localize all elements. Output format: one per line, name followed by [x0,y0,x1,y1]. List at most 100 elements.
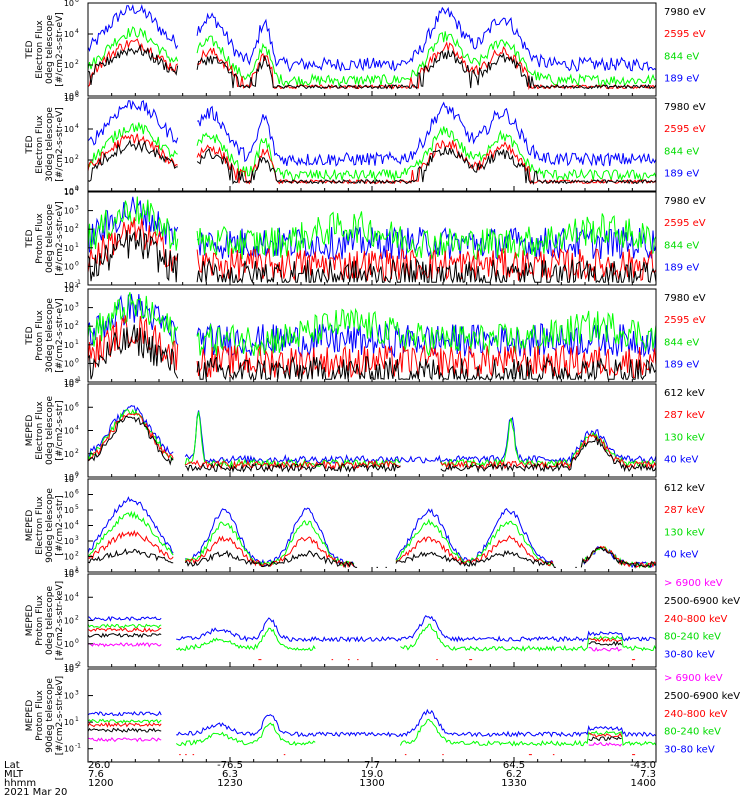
legend-entry: 130 keV [664,527,705,538]
y-axis-label: TED Electron Flux 0deg telescope [#/cm2-s-s… [25,12,65,87]
y-tick-exponent: 0 [75,471,79,478]
y-tick-label: 10 [64,244,74,253]
legend-entry: 7980 eV [664,293,706,304]
y-axis-label-line: 0deg telescope [45,396,55,466]
y-tick-exponent: 6 [75,568,79,575]
legend-entry: 2595 eV [664,218,706,229]
y-tick-exponent: 2 [75,448,79,455]
series-1-189-eV [87,3,657,73]
y-tick-exponent: 4 [75,591,79,598]
y-tick-label: 10 [64,187,74,196]
y-tick-label: 10 [64,304,74,313]
y-tick-label: 10 [64,427,74,436]
legend-entry: 287 keV [664,410,705,421]
y-tick-exponent: 0 [75,90,79,97]
y-tick-label: 10 [64,745,74,754]
y-tick-exponent: 4 [75,186,79,193]
y-tick-exponent: 2 [75,320,79,327]
legend-entry: 240-800 keV [664,614,728,625]
y-axis-label-line: [#/cm2-s-str-keV] [55,581,65,660]
time-axis-hhmm: 1200 [88,778,113,789]
y-tick-exponent: 1 [75,242,79,249]
y-tick-exponent: 6 [75,0,79,4]
time-axis-lat: 26.0 [88,760,110,771]
y-tick-label: 10 [64,378,74,387]
y-tick-exponent: 5 [75,504,79,511]
y-axis-label-line: 30deg telescope [45,298,55,373]
y-axis-label-line: 0deg telescope [45,15,55,85]
y-tick-label: 10 [64,380,74,389]
y-tick-label: 10 [64,537,74,546]
y-axis-label-line: 90deg telescope [45,488,55,563]
series-5-612-keV [87,415,657,473]
y-tick-label: 10 [64,0,74,8]
legend-entry: 2595 eV [664,315,706,326]
legend-entry: 80-240 keV [664,632,721,643]
y-axis-label-line: [#/cm2-s-str] [55,495,65,555]
y-tick-label: 10 [64,281,74,290]
y-tick-label: 10 [64,553,74,562]
time-axis-row-label: Lat [4,760,20,771]
time-axis-hhmm: 1230 [217,778,242,789]
legend-entry: 189 eV [664,359,699,370]
y-tick-label: 10 [64,450,74,459]
legend-entry: 7980 eV [664,102,706,113]
y-axis-label-line: Proton Flux [35,595,45,646]
series-7--6900-keV [87,641,622,652]
y-tick-label: 10 [64,156,74,165]
y-tick-exponent: 1 [75,566,79,573]
y-tick-label: 10 [64,92,74,101]
y-tick-exponent: 4 [75,28,79,35]
y-tick-label: 10 [64,473,74,482]
legend-entry: 2500-6900 keV [664,691,740,702]
series-4-844-eV [87,292,657,358]
legend-entry: 189 eV [664,73,699,84]
y-axis-label-line: [#/cm2-s-str-eV] [55,201,65,276]
y-axis-label-line: [#/cm2-s-str-keV] [55,676,65,755]
time-axis-mlt: 6.2 [506,769,522,780]
y-tick-label: 10 [64,30,74,39]
legend-entry: 240-800 keV [664,709,728,720]
y-axis-label-line: 30deg telescope [45,107,55,182]
time-axis-row-label: MLT [4,769,24,780]
legend-entry: 40 keV [664,549,698,560]
y-tick-exponent: 0 [75,638,79,645]
y-tick-label: 10 [64,285,74,294]
legend-entry: > 6900 keV [664,673,723,684]
legend-entry: 2500-6900 keV [664,596,740,607]
time-axis-lat: -76.5 [217,760,243,771]
y-tick-label: 10 [64,506,74,515]
y-tick-exponent: 6 [75,401,79,408]
y-tick-exponent: 2 [75,615,79,622]
y-axis-label: MEPED Electron Flux 0deg telescope [#/cm2-s… [25,396,65,466]
y-axis-label-line: [#/cm2-s-str-eV] [55,298,65,373]
time-axis-mlt: 6.3 [222,769,238,780]
series-3-189-eV [87,196,657,261]
y-tick-exponent: 1 [75,716,79,723]
legend-entry: 80-240 keV [664,727,721,738]
legend-entry: 612 keV [664,388,705,399]
y-axis-label-line: Electron Flux [35,401,45,460]
series-7-2500-6900-keV [87,632,622,647]
y-tick-label: 10 [64,262,74,271]
legend-entry: 844 eV [664,337,699,348]
y-tick-label: 10 [64,692,74,701]
time-axis-hhmm: 1330 [501,778,526,789]
y-tick-exponent: 0 [75,357,79,364]
y-tick-label: 10 [64,665,74,674]
y-axis-label-line: Electron Flux [35,20,45,79]
y-tick-exponent: -1 [75,376,81,383]
series-2-189-eV [87,99,657,167]
y-axis-label: TED Proton Flux 0deg telescope [#/cm2-s-str… [25,201,65,276]
y-axis-label-line: 0deg telescope [45,586,55,656]
series-8-80-240-keV [87,718,657,747]
series-8--6900-keV [87,737,623,747]
y-axis-label-line: Proton Flux [35,310,45,361]
legend-entry: 287 keV [664,505,705,516]
y-axis-label: MEPED Proton Flux 90deg telescope [#/cm2-s-… [25,676,65,755]
legend-entry: 844 eV [664,240,699,251]
series-3-7980-eV [87,229,657,284]
y-axis-label-line: TED [25,135,35,154]
